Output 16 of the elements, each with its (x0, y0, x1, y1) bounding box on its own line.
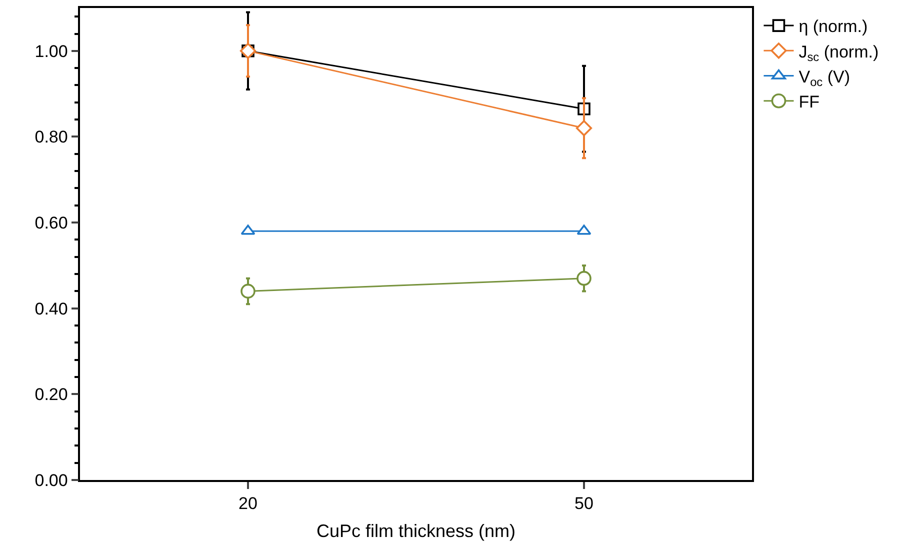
x-tick-label: 50 (574, 494, 594, 514)
legend-label: J$_{sc}$ (norm.) (798, 42, 879, 64)
point (576, 270, 592, 286)
x-axis-title: CuPc film thickness (nm) (316, 520, 516, 541)
legend-label: V$_{oc}$ (V) (798, 67, 850, 89)
y-tick-label: 1.00 (34, 42, 68, 61)
legend-label: η (norm.) (798, 17, 868, 36)
y-tick-label: 0.80 (34, 128, 68, 147)
point (240, 284, 256, 299)
y-tick-label: 0.60 (34, 214, 68, 232)
y-tick-label: 0.20 (34, 385, 68, 404)
y-tick-label: 0.00 (34, 470, 68, 490)
x-tick-label: 20 (238, 494, 258, 514)
y-tick-label: 0.40 (34, 299, 68, 318)
point (576, 120, 592, 136)
legend-label: FF (798, 92, 820, 112)
